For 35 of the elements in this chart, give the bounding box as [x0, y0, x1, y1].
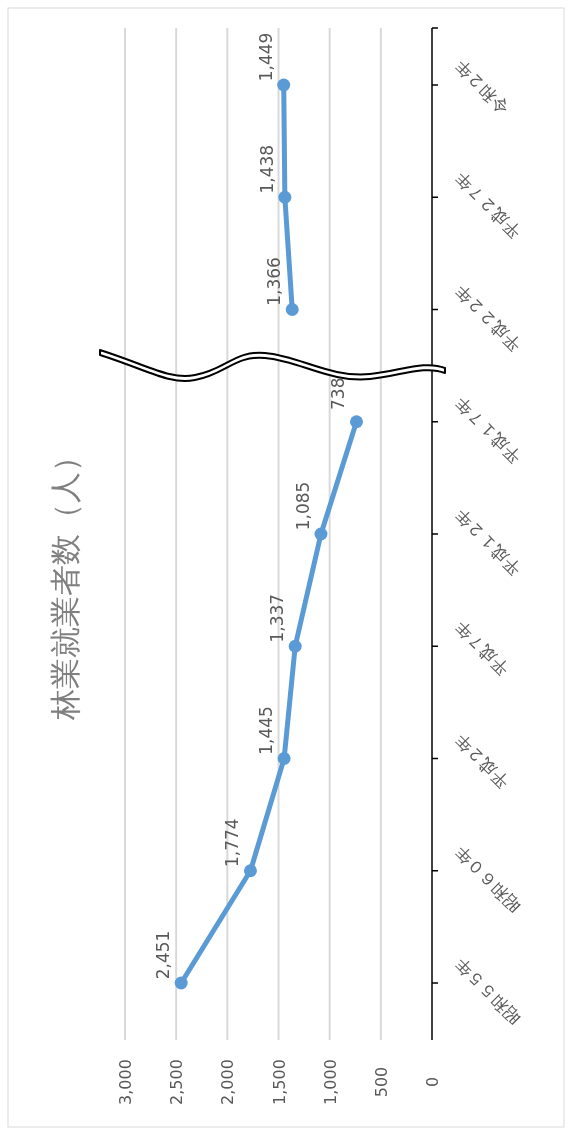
y-tick-label: 令和２年	[450, 56, 513, 119]
x-tick-label: 1,500	[269, 1059, 289, 1105]
point	[314, 527, 328, 541]
y-tick-label: 昭和５５年	[450, 954, 525, 1029]
x-tick-label: 2,000	[218, 1059, 238, 1105]
point	[288, 639, 302, 653]
data-label: 1,366	[264, 257, 285, 306]
y-tick-label: 平成２７年	[450, 168, 525, 243]
x-tick-label: 500	[371, 1066, 391, 1098]
x-tick-label: 0	[423, 1076, 442, 1088]
point	[349, 415, 363, 429]
y-tick-label: 平成１２年	[450, 505, 525, 580]
data-label: 1,337	[267, 593, 288, 643]
data-label: 1,438	[256, 144, 277, 194]
y-tick-label: 平成２２年	[450, 280, 525, 355]
point	[277, 752, 291, 765]
point	[174, 976, 188, 990]
text: 林業就業者数（人）	[47, 440, 83, 721]
data-label: 1,085	[292, 481, 313, 531]
data-label: 1,445	[256, 706, 277, 755]
x-tick-label: 1,000	[320, 1059, 340, 1105]
x-tick-label: 3,000	[116, 1059, 135, 1105]
y-tick-label: 平成２年	[450, 729, 513, 792]
data-label: 2,451	[153, 930, 174, 980]
point	[285, 303, 299, 316]
point	[243, 864, 257, 878]
data-label: 1,449	[255, 32, 276, 82]
point	[278, 190, 292, 204]
y-tick-label: 昭和６０年	[450, 841, 525, 917]
y-tick-label: 平成７年	[450, 617, 513, 680]
point	[277, 78, 291, 92]
x-tick-label: 2,500	[167, 1059, 187, 1105]
data-label: 1,774	[222, 818, 243, 868]
y-tick-label: 平成１７年	[450, 392, 525, 468]
data-label: 738	[328, 377, 349, 410]
